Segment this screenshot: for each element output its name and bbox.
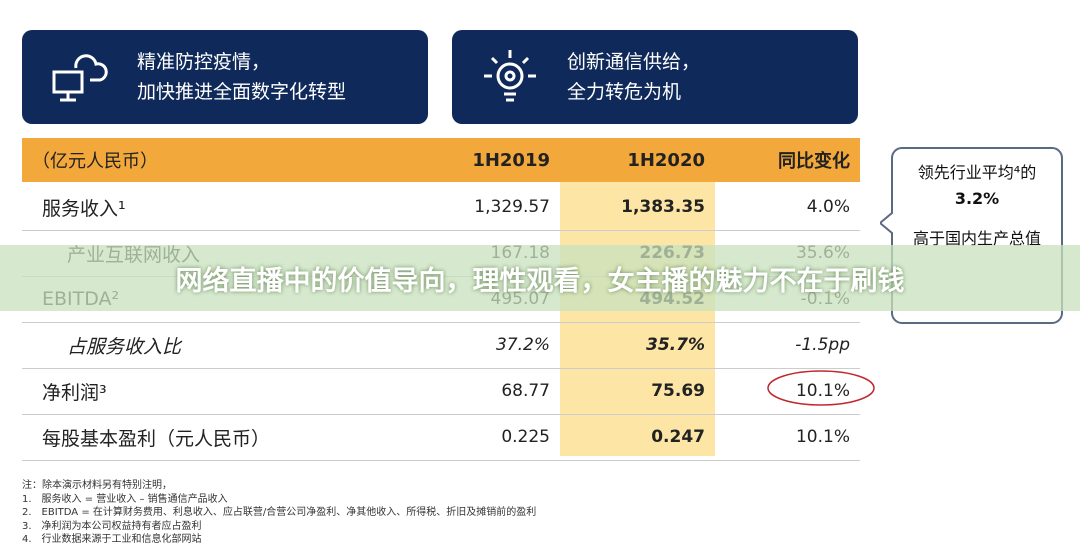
column-header: 1H2020 [627,149,705,171]
table-cell: 68.77 [501,381,550,401]
table-cell: 0.247 [651,427,705,447]
callout-line: 领先行业平均⁴的 [917,163,1037,182]
header-text: 创新通信供给， [567,51,701,73]
banner: 网络直播中的价值导向，理性观看，女主播的魅力不在于刷钱 [0,245,1080,311]
table-cell: 占服务收入比 [67,335,182,358]
footnote: 4. 行业数据来源于工业和信息化部网站 [22,534,202,545]
icon [484,50,536,102]
header-box: 创新通信供给， 全力转危为机 [452,30,858,124]
table-cell: -1.5pp [795,335,850,355]
footnote: 1. 服务收入 = 营业收入 – 销售通信产品收入 [22,493,228,505]
table-cell: 服务收入¹ [42,197,126,220]
table-cell: 10.1% [795,427,850,447]
footnote: 3. 净利润为本公司权益持有者应占盈利 [22,520,202,532]
table-bottom [22,460,860,461]
header-text: 加快推进全面数字化转型 [137,81,347,103]
table-cell: 10.1% [795,381,850,401]
highlight-ellipse [767,370,875,406]
table-cell: 37.2% [495,335,550,355]
row-divider [22,414,860,415]
table-cell: 35.7% [646,335,705,355]
table-cell: 4.0% [806,197,850,217]
row-divider [22,368,860,369]
table-header [22,138,860,182]
callout-text: 领先行业平均⁴的 3.2% 高于国内生产总值 [892,160,1062,252]
row-divider [22,230,860,231]
table-cell: 每股基本盈利（元人民币） [42,427,271,450]
table-cell: 1,383.35 [621,197,705,217]
callout-line: 高于国内生产总值 [912,229,1041,248]
table-cell: 75.69 [651,381,705,401]
column-header: （亿元人民币） [32,151,158,172]
table-cell: 1,329.57 [474,197,550,217]
header-text: 精准防控疫情， [137,51,271,73]
header-box: 精准防控疫情， 加快推进全面数字化转型 [22,30,428,124]
footnote: 2. EBITDA = 在计算财务费用、利息收入、应占联营/合营公司净盈利、净其… [22,507,537,518]
header-text: 全力转危为机 [567,81,682,103]
highlight-column [560,182,715,456]
column-header: 1H2019 [472,149,550,171]
footnote: 注：除本演示材料另有特别注明， [22,480,172,491]
icon [52,54,108,102]
table-cell: 0.225 [501,427,550,447]
callout-line: 3.2% [954,189,1000,208]
table-cell: 净利润³ [42,381,107,404]
row-divider [22,322,860,323]
column-header: 同比变化 [778,151,850,172]
